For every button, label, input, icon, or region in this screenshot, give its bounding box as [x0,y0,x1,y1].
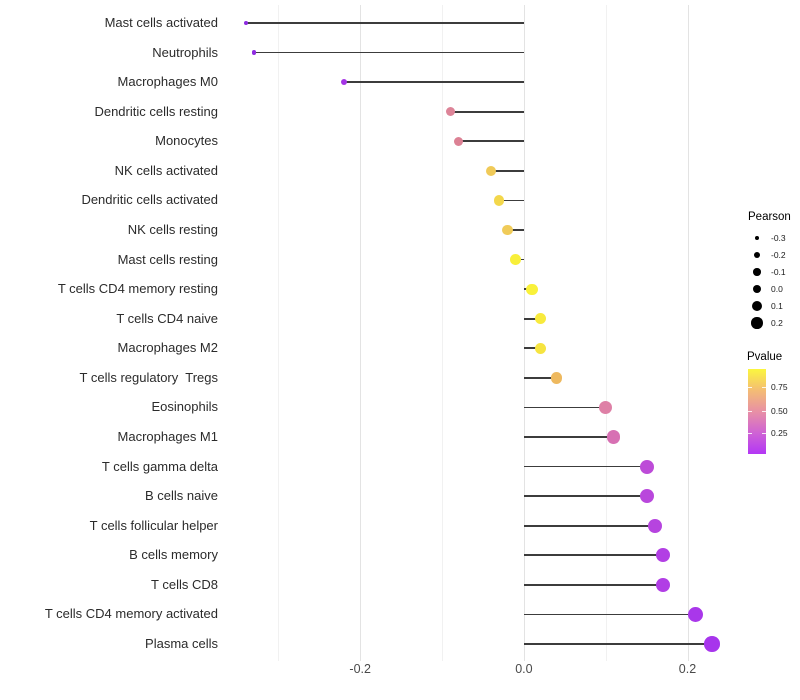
legend-size-label: 0.2 [771,318,783,328]
legend-size-label: -0.2 [771,250,786,260]
legend-size-dot [753,268,761,276]
lollipop-dot [534,313,546,325]
lollipop-dot [486,165,497,176]
lollipop-stem [450,110,524,113]
y-axis-label: T cells gamma delta [101,458,218,474]
y-axis-label: T cells CD4 memory activated [44,606,218,622]
x-tick-label: 0.2 [678,662,697,676]
lollipop-dot [550,372,563,384]
y-axis-label: Macrophages M0 [117,74,218,90]
y-axis-label: B cells memory [129,547,218,563]
lollipop-stem [523,524,655,527]
lollipop-stem [523,613,696,616]
y-axis-label: T cells CD4 naive [116,310,218,326]
lollipop-dot [526,283,538,295]
size-legend-title: Pearson [748,211,791,223]
legend-size-label: 0.1 [771,301,783,311]
lollipop-dot [510,254,522,265]
pvalue-tick-notch [748,432,752,435]
lollipop-stem [523,436,614,438]
x-tick-label: -0.2 [349,662,371,676]
pvalue-tick-notch [762,410,766,413]
lollipop-stem [253,51,524,54]
legend-size-label: -0.3 [771,233,786,243]
lollipop-dot [599,400,613,414]
lollipop-dot [639,489,654,504]
pvalue-tick-label: 0.75 [771,381,788,392]
lollipop-stem [523,554,663,557]
lollipop-stem [523,495,647,497]
lollipop-dot [502,224,513,236]
legend-size-label: 0.0 [771,284,783,294]
lollipop-stem [523,584,663,586]
y-axis-label: B cells naive [145,488,218,504]
pvalue-tick-notch [748,410,752,413]
lollipop-dot [445,107,455,117]
y-axis-label: Monocytes [155,133,218,149]
lollipop-dot [688,606,704,622]
lollipop-stem [458,140,524,143]
y-axis-label: T cells CD8 [151,576,218,592]
lollipop-dot [704,636,720,652]
lollipop-dot [607,430,621,444]
color-legend-title: Pvalue [747,351,783,363]
lollipop-dot [494,195,505,206]
pvalue-tick-notch [762,432,766,435]
legend-size-dot [754,252,760,258]
legend-size-dot [751,317,763,329]
lollipop-stem [523,377,557,379]
legend-size-dot [754,235,760,241]
y-axis-label: Macrophages M1 [117,429,218,444]
gridline-major [360,5,362,661]
y-axis-label: Neutrophils [152,44,218,60]
y-axis-label: Dendritic cells resting [94,103,218,119]
gridline-minor [442,5,444,661]
y-axis-label: Mast cells resting [117,251,218,267]
gridline-minor [605,5,607,661]
lollipop-stem [245,22,524,24]
lollipop-stem [523,643,712,645]
lollipop-dot [647,518,662,533]
pvalue-tick-label: 0.50 [771,405,788,416]
lollipop-dot [534,342,546,354]
lollipop-stem [507,229,524,231]
legend-size-dot [752,284,762,294]
lollipop-stem [523,406,606,409]
y-axis-label: NK cells resting [127,222,218,237]
lollipop-stem [499,199,524,202]
gridline-major [523,5,525,661]
lollipop-dot [639,459,654,474]
lollipop-stem [491,170,524,172]
lollipop-stem [523,465,647,468]
lollipop-dot [655,577,671,592]
y-axis-label: NK cells activated [114,162,218,178]
lollipop-stem [523,347,541,350]
lollipop-stem [523,317,541,320]
y-axis-label: Macrophages M2 [117,340,218,356]
y-axis-label: T cells regulatory Tregs [79,369,218,385]
lollipop-dot [340,78,348,86]
lollipop-stem [343,81,524,83]
pvalue-tick-notch [748,386,752,389]
y-axis-label: Dendritic cells activated [81,192,218,208]
pvalue-tick-label: 0.25 [771,427,788,438]
lollipop-dot [453,136,464,146]
gridline-major [687,5,689,661]
y-axis-label: Mast cells activated [104,15,218,30]
legend-size-dot [752,301,762,311]
pvalue-gradient-bar [748,369,766,454]
y-axis-label: Eosinophils [151,399,219,415]
legend-size-label: -0.1 [771,267,786,277]
pvalue-tick-notch [762,386,766,389]
y-axis-label: T cells CD4 memory resting [57,281,218,297]
gridline-minor [278,5,280,661]
lollipop-dot [655,548,671,563]
lollipop-dot [243,20,248,26]
y-axis-label: Plasma cells [145,636,218,651]
x-tick-label: 0.0 [515,662,533,676]
y-axis-label: T cells follicular helper [89,517,218,533]
lollipop-dot [251,50,257,55]
